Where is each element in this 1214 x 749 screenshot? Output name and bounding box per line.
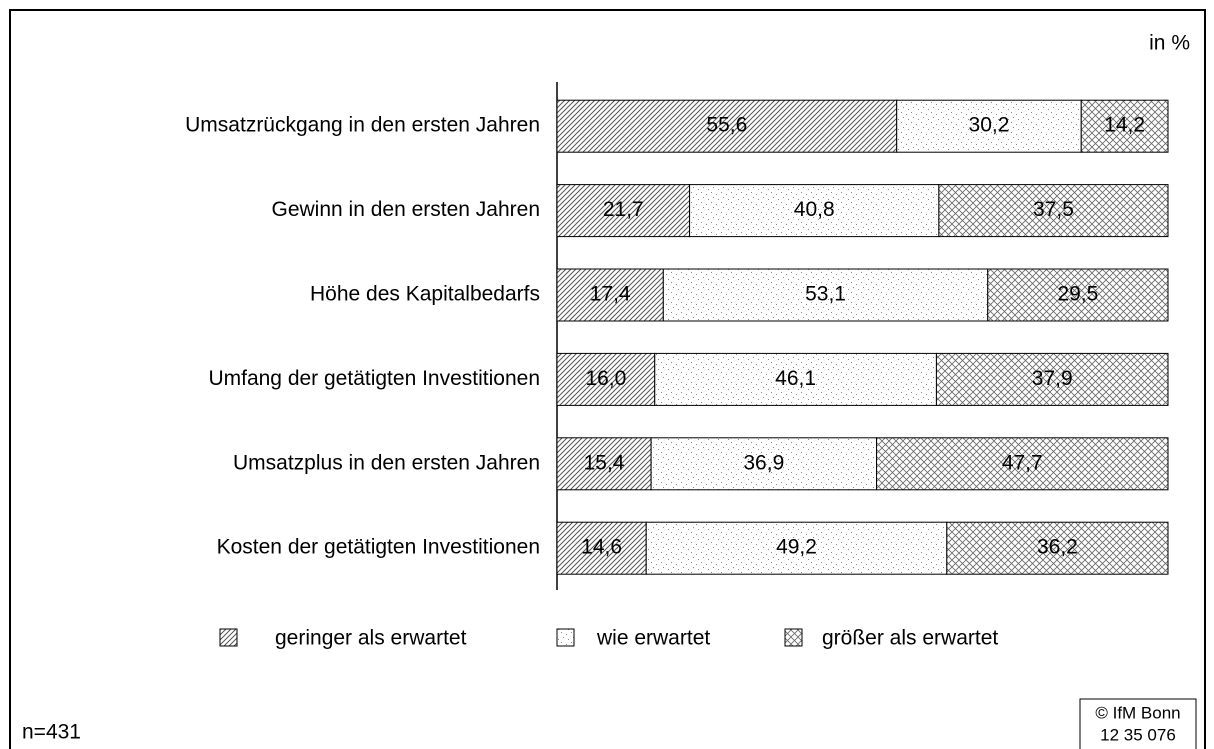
value-label: 21,7 xyxy=(603,198,644,221)
bar-segment xyxy=(556,99,898,153)
source-box xyxy=(1079,698,1197,749)
value-label: 14,2 xyxy=(1104,114,1145,137)
value-label: 40,8 xyxy=(794,198,835,221)
bar-segment xyxy=(946,521,1169,575)
bar-segment xyxy=(1080,99,1169,153)
value-label: 47,7 xyxy=(1002,451,1043,474)
value-label: 30,2 xyxy=(969,114,1010,137)
sample-note: n=431 xyxy=(22,721,81,744)
bar-segment xyxy=(556,184,691,238)
bar-segment xyxy=(556,437,652,491)
value-label: 16,0 xyxy=(585,367,626,390)
bar-segment xyxy=(876,437,1169,491)
legend-swatch xyxy=(219,628,238,647)
legend-label: geringer als erwartet xyxy=(275,627,467,650)
legend-label: wie erwartet xyxy=(596,627,710,650)
value-label: 15,4 xyxy=(584,451,625,474)
value-label: 14,6 xyxy=(581,536,622,559)
bar-segment xyxy=(645,521,948,575)
source-line: © IfM Bonn xyxy=(1095,703,1180,722)
category-label: Höhe des Kapitalbedarfs xyxy=(310,283,540,306)
legend-swatch xyxy=(784,628,803,647)
value-label: 36,9 xyxy=(743,451,784,474)
frame xyxy=(9,9,1206,749)
source-line: 12 35 076 xyxy=(1100,725,1176,744)
value-label: 36,2 xyxy=(1037,536,1078,559)
legend-label: größer als erwartet xyxy=(822,627,998,650)
bar-segment xyxy=(556,352,656,406)
category-label: Kosten der getätigten Investitionen xyxy=(217,536,540,559)
bar-segment xyxy=(650,437,878,491)
bar-segment xyxy=(938,184,1169,238)
value-label: 29,5 xyxy=(1057,283,1098,306)
category-label: Umsatzplus in den ersten Jahren xyxy=(233,451,540,474)
bar-segment xyxy=(987,268,1169,322)
bar-segment xyxy=(689,184,940,238)
bar-segment xyxy=(556,268,664,322)
bar-segment xyxy=(662,268,989,322)
unit-label: in % xyxy=(1149,32,1190,55)
value-label: 37,5 xyxy=(1033,198,1074,221)
category-label: Umfang der getätigten Investitionen xyxy=(208,367,540,390)
category-label: Umsatzrückgang in den ersten Jahren xyxy=(185,114,540,137)
value-label: 17,4 xyxy=(590,283,631,306)
value-label: 55,6 xyxy=(706,114,747,137)
value-label: 49,2 xyxy=(776,536,817,559)
bar-segment xyxy=(935,352,1169,406)
legend-swatch xyxy=(556,628,575,647)
value-label: 46,1 xyxy=(775,367,816,390)
value-label: 53,1 xyxy=(805,283,846,306)
category-label: Gewinn in den ersten Jahren xyxy=(272,198,541,221)
bar-segment xyxy=(654,352,937,406)
value-label: 37,9 xyxy=(1032,367,1073,390)
